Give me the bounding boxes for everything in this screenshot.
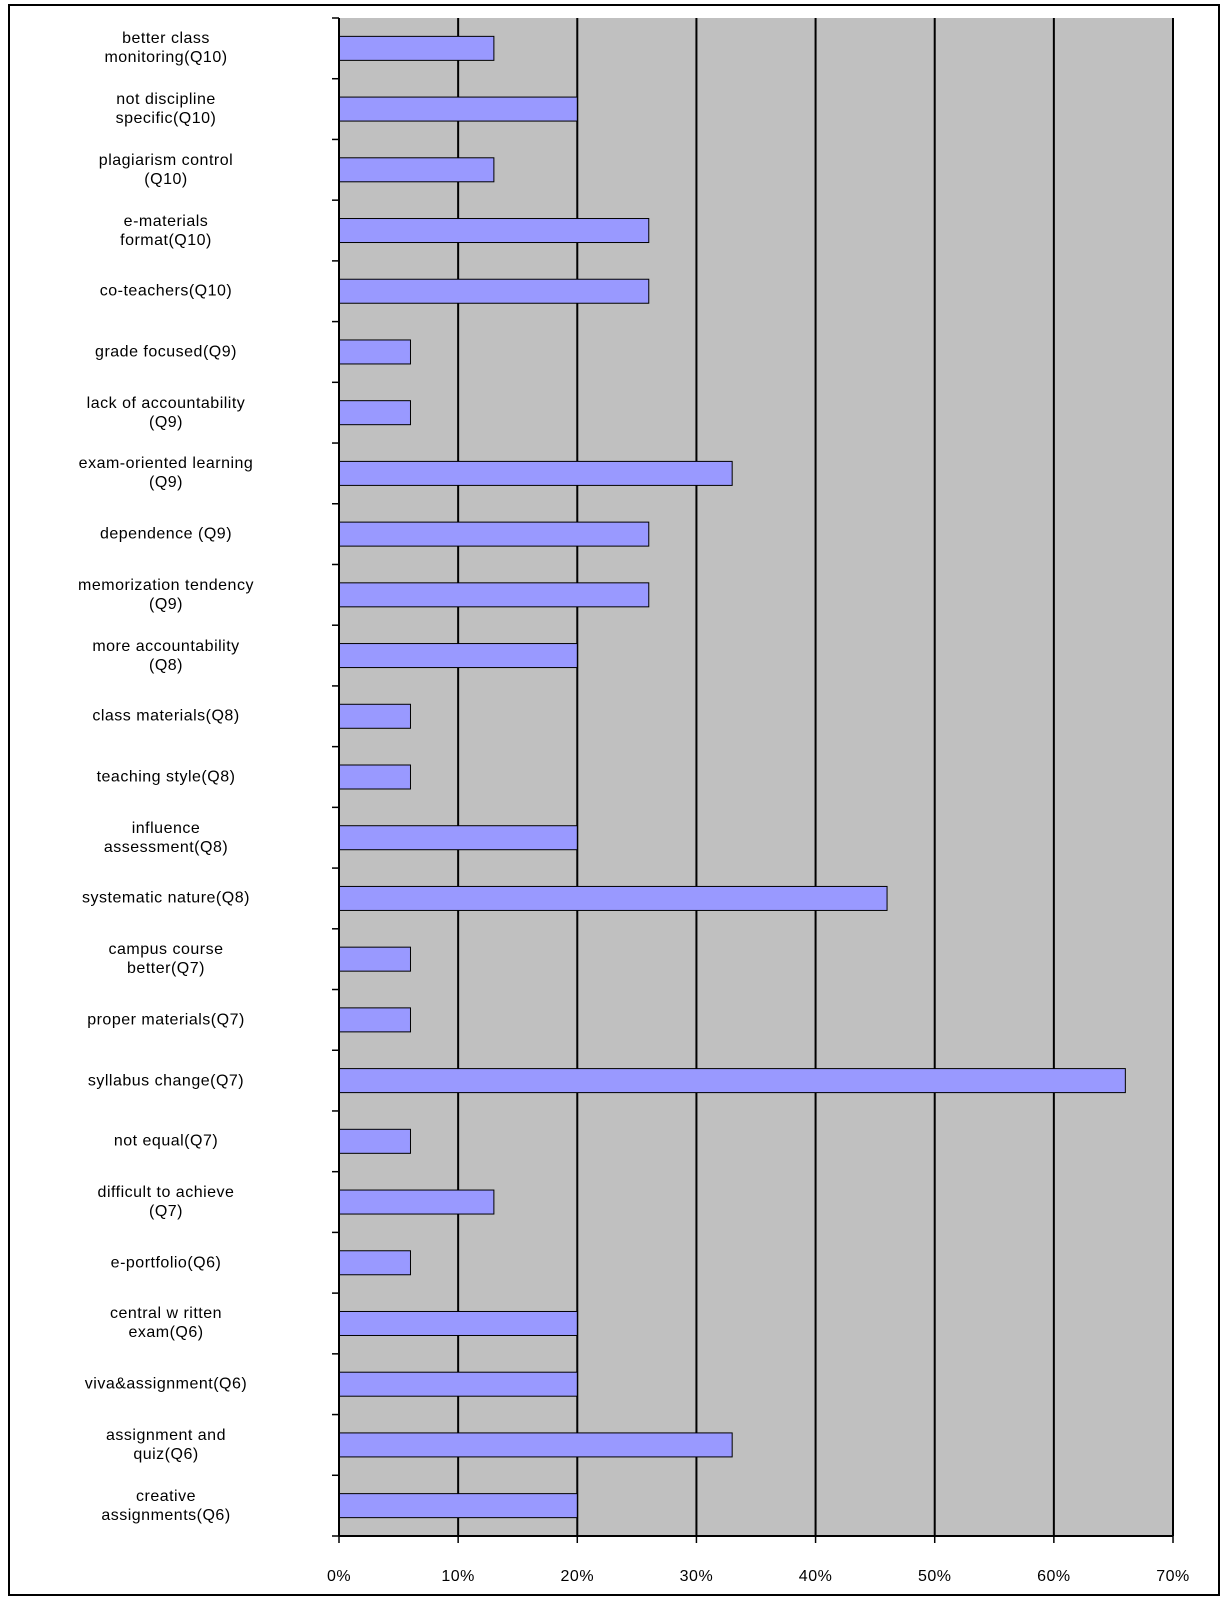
x-tick-label: 40% <box>799 1568 833 1585</box>
bar <box>338 218 650 244</box>
y-tick-label: more accountability (Q8) <box>92 637 240 674</box>
y-tick-label: influence assessment(Q8) <box>103 819 229 856</box>
bar <box>338 1128 411 1154</box>
bar <box>338 35 495 61</box>
x-tick-label: 20% <box>561 1568 595 1585</box>
bar <box>338 339 411 365</box>
y-tick-label: difficult to achieve (Q7) <box>97 1184 235 1221</box>
y-tick-label: proper materials(Q7) <box>87 1011 245 1029</box>
x-tick-label: 0% <box>327 1568 351 1585</box>
frame <box>8 4 1220 1596</box>
bar <box>338 1432 733 1458</box>
y-tick-label: viva&assignment(Q6) <box>84 1375 248 1393</box>
y-tick-label: memorization tendency (Q9) <box>78 576 254 613</box>
bar <box>338 946 411 972</box>
x-tick-label: 30% <box>680 1568 714 1585</box>
bar <box>338 157 495 183</box>
y-tick-label: syllabus change(Q7) <box>87 1072 245 1090</box>
bar <box>338 96 578 122</box>
y-tick-label: campus course better(Q7) <box>108 941 224 978</box>
y-tick-label: e-portfolio(Q6) <box>110 1254 222 1272</box>
x-tick-label: 50% <box>918 1568 952 1585</box>
y-tick-label: not equal(Q7) <box>113 1132 219 1150</box>
bar <box>338 825 578 851</box>
x-tick-label: 10% <box>441 1568 475 1585</box>
y-tick-label: e-materials format(Q10) <box>120 212 212 249</box>
bar <box>338 1250 411 1276</box>
bar <box>338 460 733 486</box>
y-tick-label: not discipline specific(Q10) <box>115 91 217 128</box>
y-tick-label: plagiarism control (Q10) <box>98 151 234 188</box>
bar <box>338 885 888 911</box>
y-tick-label: lack of accountability (Q9) <box>86 394 246 431</box>
bar <box>338 1007 411 1033</box>
y-tick-label: exam-oriented learning (Q9) <box>78 455 254 492</box>
bar <box>338 1371 578 1397</box>
x-tick-label: 70% <box>1156 1568 1190 1585</box>
bar <box>338 278 650 304</box>
y-tick-label: grade focused(Q9) <box>95 343 237 361</box>
bar <box>338 521 650 547</box>
y-tick-label: assignment and quiz(Q6) <box>106 1426 226 1463</box>
bar <box>338 703 411 729</box>
bar <box>338 1068 1126 1094</box>
y-tick-label: creative assignments(Q6) <box>101 1487 231 1524</box>
bar <box>338 1493 578 1519</box>
y-tick-label: co-teachers(Q10) <box>99 282 233 300</box>
y-tick-label: better class monitoring(Q10) <box>104 30 228 67</box>
bar <box>338 400 411 426</box>
bar <box>338 643 578 669</box>
plot-area <box>339 18 1173 1536</box>
y-tick-label: teaching style(Q8) <box>96 768 236 786</box>
x-tick-label: 60% <box>1037 1568 1071 1585</box>
bar <box>338 764 411 790</box>
bar <box>338 582 650 608</box>
y-tick-label: systematic nature(Q8) <box>82 889 250 907</box>
bar <box>338 1310 578 1336</box>
bar <box>338 1189 495 1215</box>
y-tick-label: class materials(Q8) <box>92 707 240 725</box>
y-tick-label: dependence (Q9) <box>99 525 233 543</box>
y-tick-label: central w ritten exam(Q6) <box>109 1305 223 1342</box>
